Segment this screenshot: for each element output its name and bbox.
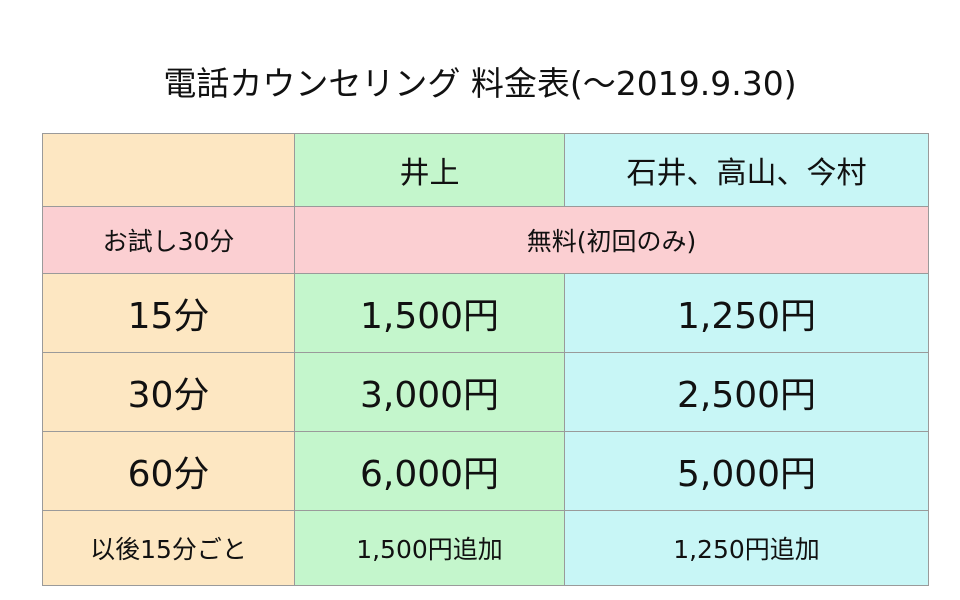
page-title: 電話カウンセリング 料金表(〜2019.9.30) (163, 64, 797, 103)
others-price-cell: 2,500円 (564, 352, 929, 432)
extra-row: 以後15分ごと 1,500円追加 1,250円追加 (42, 510, 929, 586)
inoue-price-cell: 6,000円 (294, 431, 565, 511)
trial-row: お試し30分 無料(初回のみ) (42, 206, 929, 274)
price-row-60: 60分 6,000円 5,000円 (42, 431, 929, 511)
price-row-30: 30分 3,000円 2,500円 (42, 352, 929, 432)
duration-cell: 15分 (42, 273, 295, 353)
duration-cell: 60分 (42, 431, 295, 511)
trial-value: 無料(初回のみ) (294, 206, 929, 274)
inoue-price-cell: 1,500円 (294, 273, 565, 353)
header-row: 井上 石井、高山、今村 (42, 133, 929, 207)
trial-label: お試し30分 (42, 206, 295, 274)
duration-cell: 30分 (42, 352, 295, 432)
price-row-15: 15分 1,500円 1,250円 (42, 273, 929, 353)
inoue-price-cell: 3,000円 (294, 352, 565, 432)
inoue-extra-cell: 1,500円追加 (294, 510, 565, 586)
others-price-cell: 5,000円 (564, 431, 929, 511)
price-table: 井上 石井、高山、今村 お試し30分 無料(初回のみ) 15分 1,500円 1… (42, 133, 929, 586)
others-extra-cell: 1,250円追加 (564, 510, 929, 586)
extra-label: 以後15分ごと (42, 510, 295, 586)
others-price-cell: 1,250円 (564, 273, 929, 353)
header-others: 石井、高山、今村 (564, 133, 929, 207)
header-corner-cell (42, 133, 295, 207)
header-inoue: 井上 (294, 133, 565, 207)
